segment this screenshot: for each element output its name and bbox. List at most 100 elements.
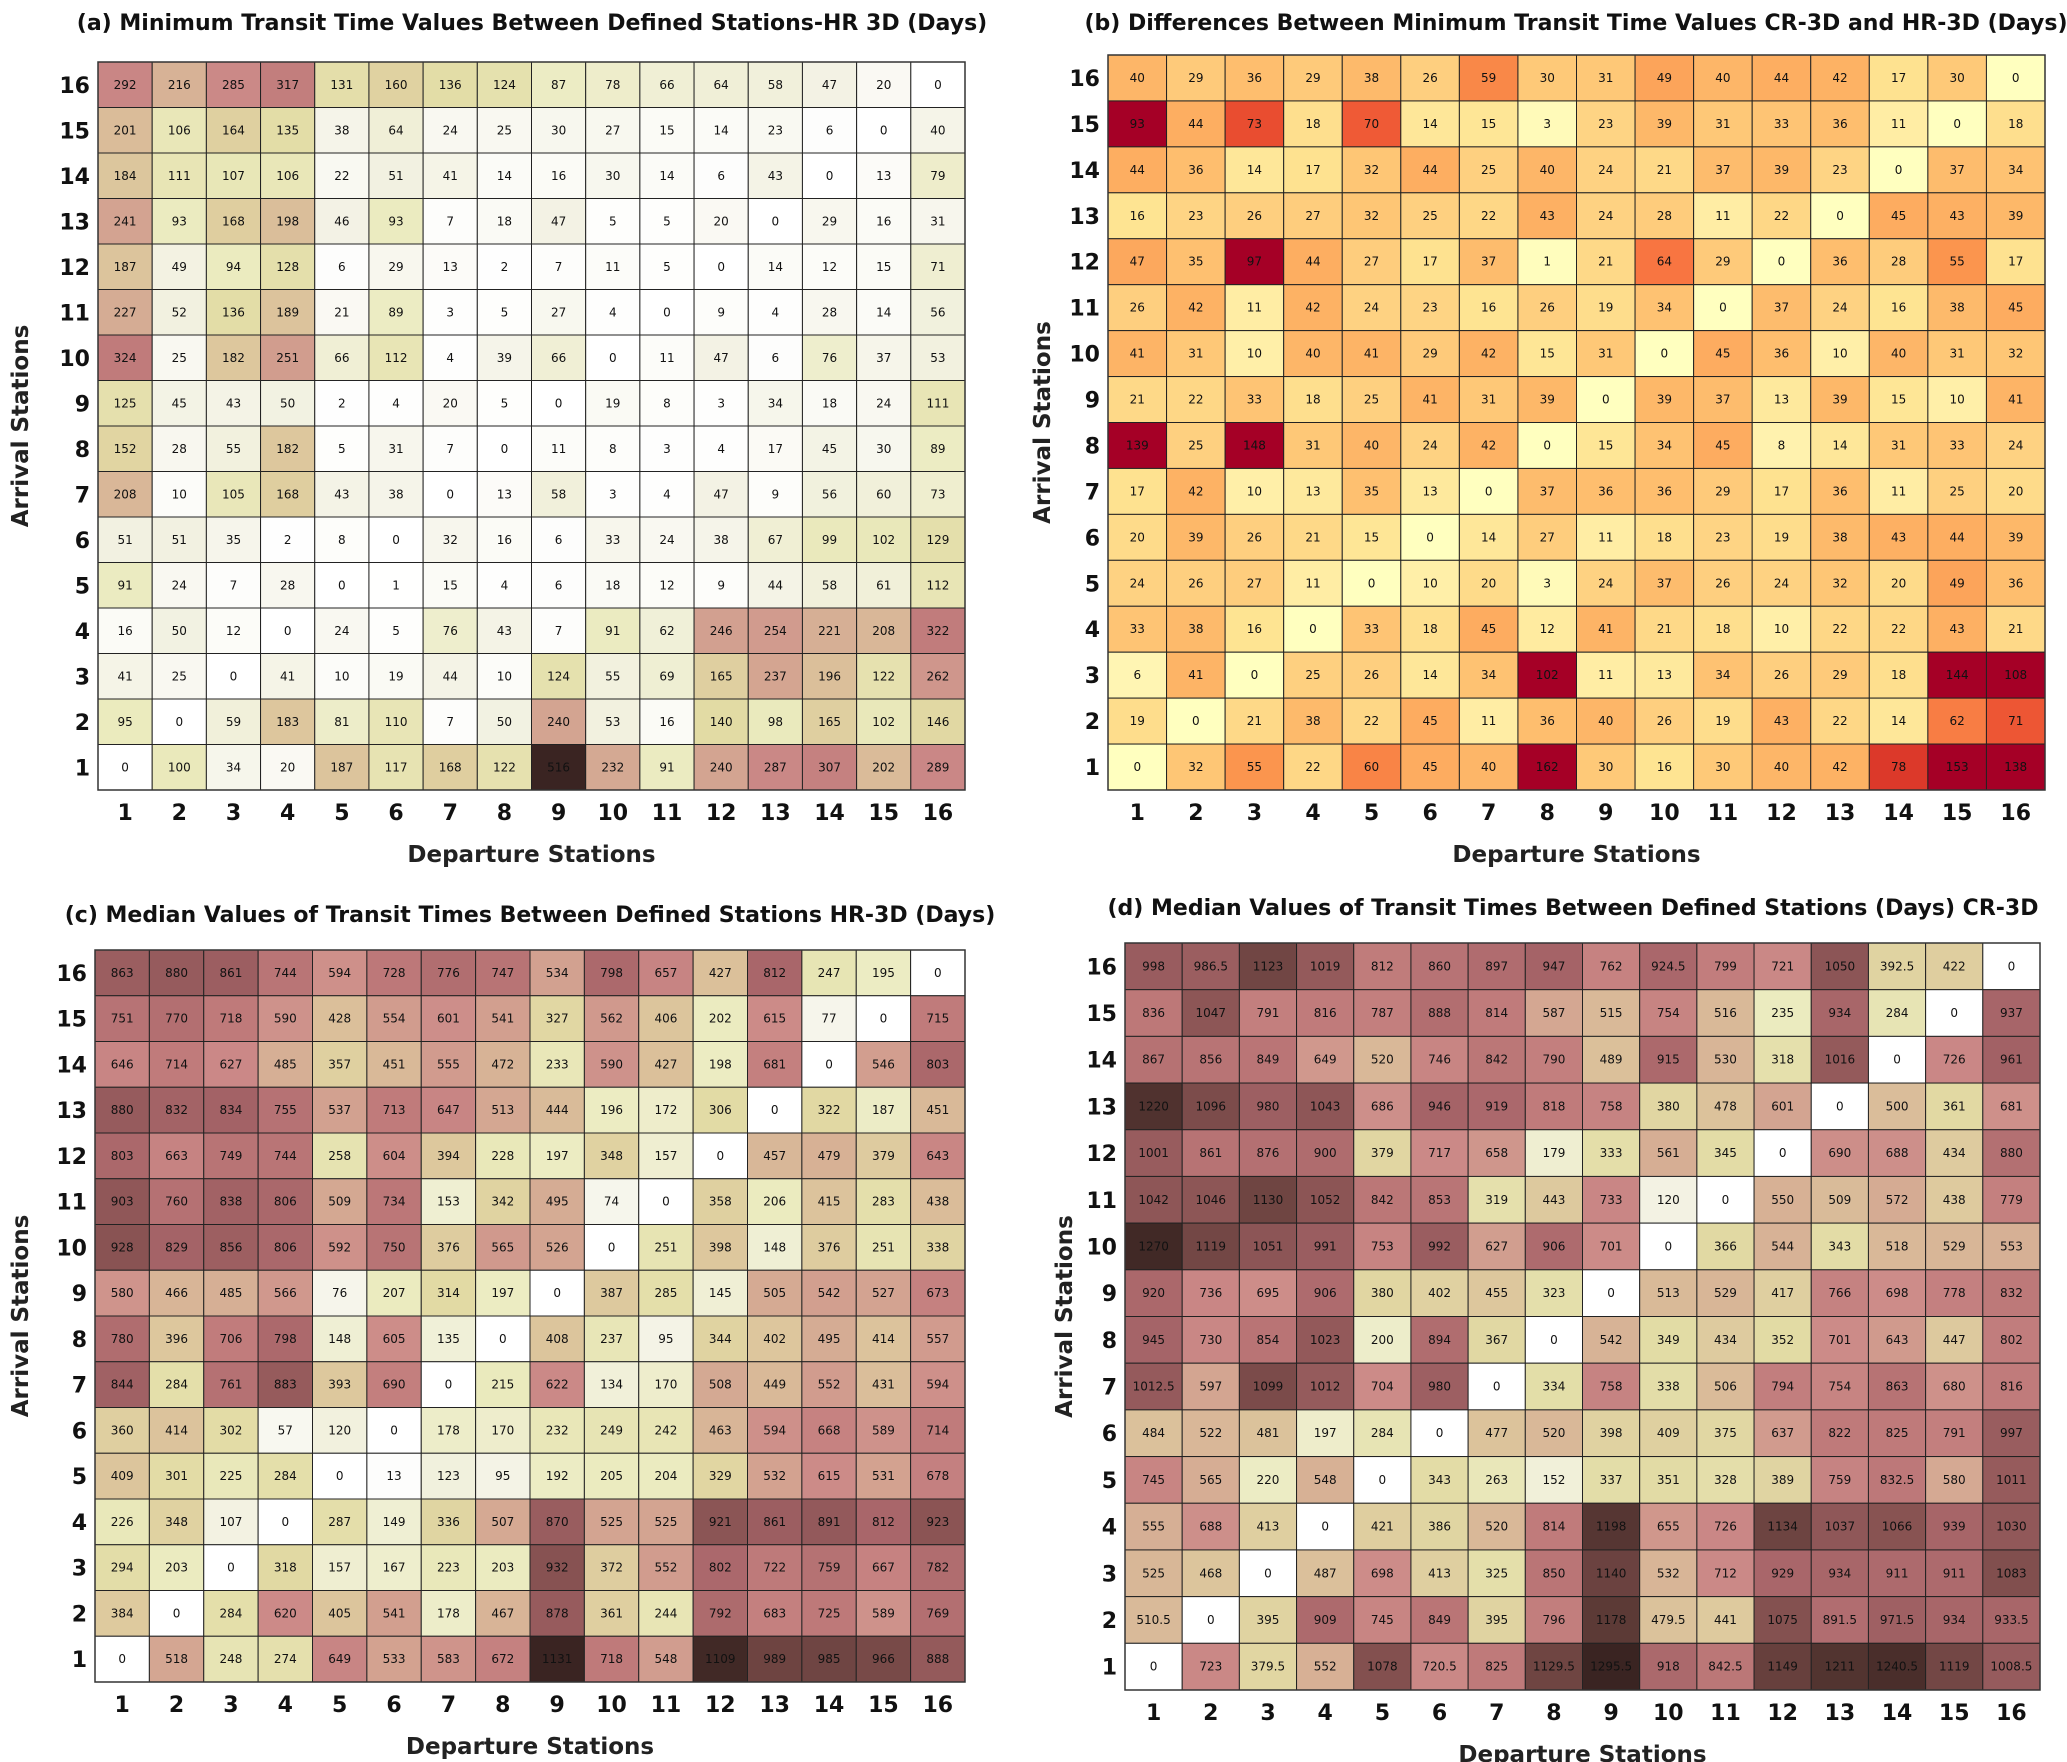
heatmap-cell: [801, 653, 858, 700]
heatmap-cell: [368, 698, 424, 745]
heatmap-cell: [531, 334, 587, 381]
cell-value-label: 24: [1598, 209, 1613, 223]
heatmap-cell: [1693, 559, 1753, 607]
heatmap-cell: [1576, 146, 1636, 194]
cell-value-label: 532: [1657, 1566, 1680, 1580]
cell-value-label: 787: [1371, 1006, 1394, 1020]
cell-value-label: 70: [1364, 117, 1379, 131]
cell-value-label: 16: [1130, 209, 1145, 223]
cell-value-label: 779: [2000, 1193, 2023, 1207]
heatmap-cell: [1238, 942, 1298, 991]
cell-value-label: 550: [1771, 1193, 1794, 1207]
cell-value-label: 38: [1950, 301, 1965, 315]
cell-value-label: 16: [497, 533, 512, 547]
heatmap-cell: [1810, 651, 1870, 699]
cell-value-label: 23: [768, 123, 783, 137]
y-tick-label: 3: [72, 1557, 87, 1582]
cell-value-label: 21: [1657, 622, 1672, 636]
heatmap-cell: [1410, 942, 1469, 991]
cell-value-label: 25: [1188, 438, 1203, 452]
y-tick-label: 3: [1102, 1562, 1117, 1587]
heatmap-cell: [203, 1315, 259, 1363]
cell-value-label: 43: [1891, 530, 1906, 544]
heatmap-cell: [1166, 605, 1226, 653]
heatmap-cell: [151, 61, 207, 108]
heatmap-cell: [747, 995, 803, 1042]
heatmap-cell: [1693, 330, 1753, 378]
cell-value-label: 107: [219, 1515, 242, 1529]
heatmap-cell: [1868, 100, 1929, 148]
cell-value-label: 649: [1314, 1053, 1337, 1067]
cell-value-label: 18: [1422, 622, 1437, 636]
cell-value-label: 394: [437, 1149, 460, 1163]
heatmap-cell: [1927, 697, 1987, 745]
x-tick-label: 12: [1766, 801, 1797, 826]
heatmap-cell: [314, 744, 370, 791]
cell-value-label: 5: [663, 214, 671, 228]
cell-value-label: 698: [1886, 1286, 1909, 1300]
heatmap-cell: [151, 653, 207, 700]
heatmap-cell: [151, 516, 207, 563]
cell-value-label: 0: [1895, 163, 1903, 177]
heatmap-cell: [1166, 422, 1226, 469]
cell-value-label: 455: [1485, 1286, 1508, 1300]
heatmap-cell: [476, 198, 532, 245]
cell-value-label: 1109: [705, 1652, 736, 1666]
heatmap-cell: [422, 425, 478, 472]
cell-value-label: 0: [1953, 117, 1961, 131]
x-tick-label: 2: [169, 1693, 184, 1718]
heatmap-cell: [1224, 559, 1285, 607]
heatmap-cell: [639, 198, 695, 245]
cell-value-label: 30: [605, 169, 620, 183]
cell-value-label: 395: [1485, 1613, 1508, 1627]
cell-value-label: 672: [491, 1652, 514, 1666]
cell-value-label: 71: [930, 260, 945, 274]
heatmap-cell: [151, 471, 207, 518]
heatmap-cell: [203, 1498, 259, 1546]
cell-value-label: 25: [1305, 668, 1320, 682]
cell-value-label: 688: [1886, 1146, 1909, 1160]
cell-value-label: 0: [1321, 1520, 1329, 1534]
cell-value-label: 438: [1943, 1193, 1966, 1207]
heatmap-cell: [1238, 1035, 1298, 1084]
heatmap-cell: [260, 152, 316, 199]
cell-value-label: 736: [1199, 1286, 1222, 1300]
cell-value-label: 11: [1247, 301, 1262, 315]
cell-value-label: 29: [822, 214, 837, 228]
cell-value-label: 718: [219, 1012, 242, 1026]
cell-value-label: 878: [546, 1606, 569, 1620]
cell-value-label: 50: [497, 715, 512, 729]
cell-value-label: 2: [501, 260, 509, 274]
x-tick-label: 12: [705, 1693, 736, 1718]
cell-value-label: 1042: [1138, 1193, 1169, 1207]
panel-c-x-label: Departure Stations: [406, 1734, 654, 1760]
heatmap-cell: [476, 243, 532, 290]
heatmap-cell: [1224, 422, 1285, 469]
heatmap-cell: [312, 1041, 368, 1088]
cell-value-label: 0: [553, 1286, 561, 1300]
cell-value-label: 13: [1305, 484, 1320, 498]
heatmap-cell: [476, 471, 532, 518]
cell-value-label: 918: [1657, 1660, 1680, 1674]
cell-value-label: 184: [114, 169, 137, 183]
cell-value-label: 249: [600, 1423, 623, 1437]
cell-value-label: 849: [1428, 1613, 1451, 1627]
cell-value-label: 980: [1257, 1099, 1280, 1113]
cell-value-label: 0: [1550, 1333, 1558, 1347]
cell-value-label: 40: [1481, 760, 1496, 774]
heatmap-cell: [910, 1132, 966, 1180]
x-tick-label: 4: [280, 801, 295, 826]
cell-value-label: 34: [2008, 163, 2023, 177]
cell-value-label: 284: [1886, 1006, 1909, 1020]
heatmap-cell: [257, 1269, 313, 1317]
heatmap-cell: [257, 995, 313, 1042]
cell-value-label: 226: [111, 1515, 134, 1529]
heatmap-cell: [910, 1315, 966, 1363]
heatmap-cell: [531, 380, 587, 427]
cell-value-label: 148: [328, 1332, 351, 1346]
cell-value-label: 479: [818, 1149, 841, 1163]
cell-value-label: 20: [443, 396, 458, 410]
heatmap-frame: [97, 61, 966, 791]
heatmap-cell: [1458, 284, 1519, 332]
heatmap-cell: [1166, 54, 1226, 102]
